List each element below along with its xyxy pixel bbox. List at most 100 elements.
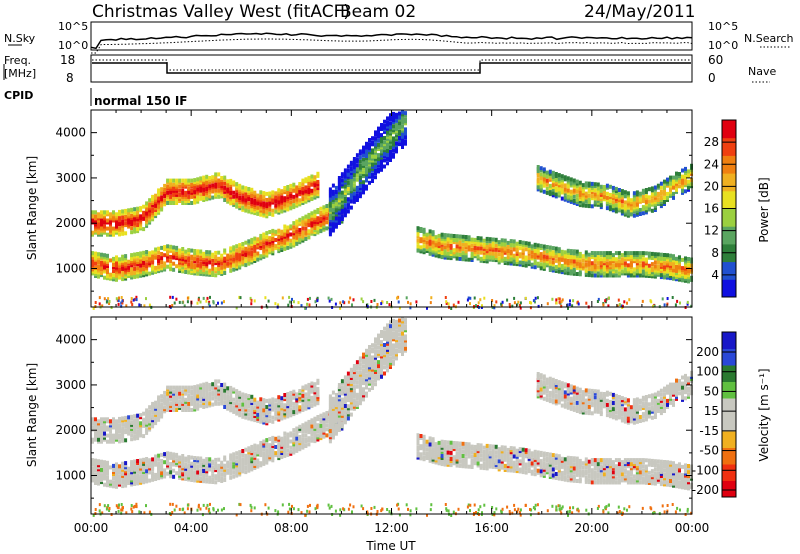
power-cell: [205, 258, 209, 263]
velocity-cell: [178, 459, 182, 464]
power-cell: [593, 273, 597, 278]
power-cell: [289, 194, 293, 199]
power-cell: [644, 198, 648, 203]
power-cell: [626, 195, 630, 200]
power-cell: [304, 193, 308, 198]
velocity-cell: [148, 478, 152, 483]
power-cell: [437, 252, 441, 257]
power-cell: [572, 255, 576, 260]
power-cell: [304, 237, 308, 241]
power-cell: [545, 178, 549, 183]
power-cell: [494, 237, 498, 242]
power-cell: [259, 194, 263, 199]
power-cell: [133, 211, 137, 216]
power-cell: [684, 179, 687, 184]
velocity-cell: [106, 425, 109, 430]
power-cell: [569, 199, 573, 204]
power-cell: [190, 248, 194, 253]
power-cell: [166, 201, 170, 205]
velocity-cell: [109, 465, 112, 470]
velocity-cell: [244, 395, 248, 400]
power-cell: [629, 269, 633, 274]
power-cell: [187, 256, 191, 261]
velocity-cell: [214, 379, 218, 384]
velocity-cell: [136, 417, 140, 422]
power-cell: [638, 273, 642, 278]
power-cell: [566, 263, 570, 268]
power-cell: [244, 192, 248, 197]
power-cell: [419, 247, 423, 252]
power-cell: [313, 189, 317, 194]
power-cell: [211, 266, 215, 271]
power-cell: [536, 165, 540, 169]
velocity-cell: [304, 433, 308, 438]
power-cell: [581, 195, 585, 200]
power-cell: [262, 246, 266, 251]
velocity-cell: [250, 451, 254, 456]
power-cell: [316, 216, 320, 221]
power-cell: [271, 249, 275, 254]
power-cell: [235, 258, 239, 263]
power-cell: [481, 304, 483, 308]
velocity-cell: [208, 401, 212, 406]
power-cell: [401, 134, 404, 139]
velocity-cell: [298, 426, 302, 431]
power-cell: [374, 142, 377, 147]
power-cell: [154, 197, 158, 202]
velocity-cell: [97, 421, 100, 426]
power-cell: [669, 268, 672, 272]
power-cell: [599, 257, 603, 262]
power-cell: [569, 299, 571, 303]
power-cell: [297, 301, 300, 305]
velocity-cell: [250, 467, 254, 472]
power-cell: [259, 254, 263, 259]
velocity-cell: [118, 416, 121, 421]
power-cell: [232, 263, 236, 268]
velocity-cell: [217, 379, 221, 384]
power-cell: [229, 199, 233, 204]
power-cell: [371, 136, 374, 141]
power-cell: [684, 181, 687, 186]
power-cell: [103, 265, 106, 270]
power-cell: [142, 204, 146, 209]
power-cell: [202, 296, 205, 300]
power-cell: [548, 251, 552, 256]
power-cell: [186, 296, 189, 300]
power-cell: [386, 134, 389, 139]
velocity-cell: [232, 401, 236, 406]
power-cell: [599, 273, 603, 278]
power-cell: [519, 304, 521, 307]
power-cell: [127, 208, 131, 213]
power-cell: [638, 267, 642, 272]
power-cell: [512, 259, 516, 264]
velocity-cell: [241, 463, 245, 468]
power-cell: [440, 236, 444, 241]
power-cell: [392, 136, 395, 141]
velocity-cell: [271, 440, 275, 444]
velocity-cell: [289, 449, 293, 454]
power-cell: [506, 298, 509, 302]
power-cell: [124, 215, 128, 219]
velocity-cell: [142, 466, 146, 470]
power-cell: [181, 182, 185, 187]
power-cell: [193, 253, 197, 258]
velocity-cell: [292, 448, 296, 453]
power-cell: [172, 182, 176, 187]
power-cell: [319, 210, 323, 215]
power-cell: [130, 259, 134, 264]
power-cell: [343, 168, 347, 173]
power-cell: [205, 183, 209, 187]
velocity-cell: [295, 438, 299, 443]
power-cell: [650, 262, 654, 267]
power-cell: [226, 199, 230, 204]
velocity-cell: [94, 421, 97, 426]
power-cell: [108, 300, 111, 303]
power-cell: [539, 262, 543, 267]
power-cell: [464, 249, 468, 254]
power-cell: [328, 205, 332, 210]
power-cell: [644, 202, 648, 207]
power-cell: [376, 303, 379, 306]
power-cell: [160, 187, 164, 192]
power-cell: [316, 299, 319, 303]
power-cell: [232, 245, 236, 250]
